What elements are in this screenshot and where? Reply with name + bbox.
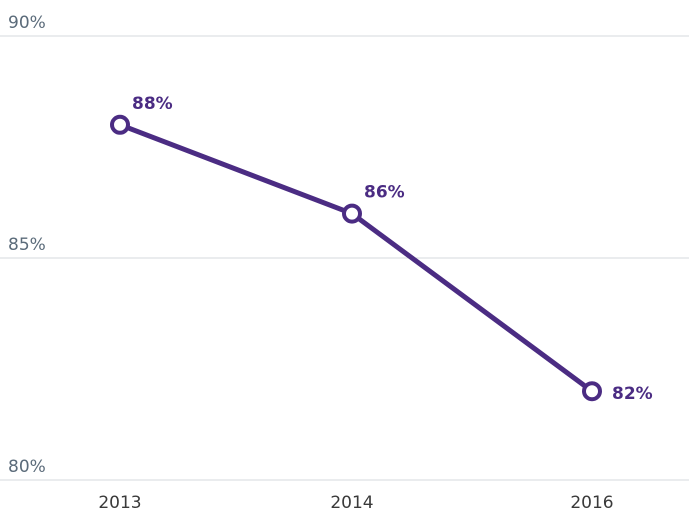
data-label: 86% bbox=[364, 183, 405, 203]
data-point bbox=[582, 381, 602, 402]
data-point bbox=[342, 203, 362, 224]
x-tick-label: 2013 bbox=[98, 493, 141, 511]
data-point bbox=[110, 114, 130, 135]
y-tick-label: 80% bbox=[8, 457, 46, 477]
x-tick-label: 2014 bbox=[330, 493, 373, 511]
y-tick-label: 90% bbox=[8, 13, 46, 33]
data-label: 82% bbox=[612, 384, 653, 404]
data-label: 88% bbox=[132, 94, 173, 114]
y-tick-label: 85% bbox=[8, 235, 46, 255]
x-tick-label: 2016 bbox=[570, 493, 613, 511]
